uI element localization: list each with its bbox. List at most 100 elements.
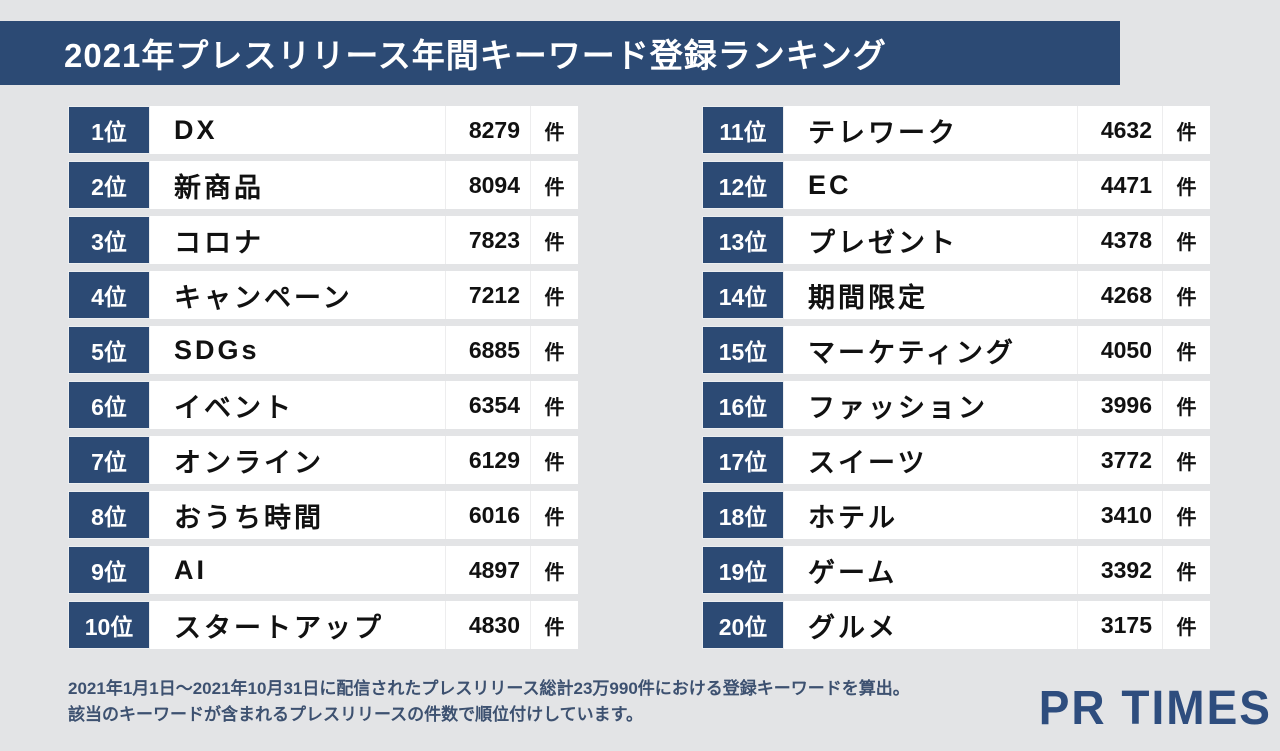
rank-badge: 5位 [68, 326, 152, 374]
count-unit: 件 [1162, 491, 1210, 539]
ranking-row-6: 6位 イベント 6354 件 [68, 381, 578, 429]
ranking-row-15: 15位 マーケティング 4050 件 [702, 326, 1210, 374]
keyword-label: SDGs [174, 334, 260, 365]
count-value: 4830 [445, 601, 530, 649]
rank-badge: 7位 [68, 436, 152, 484]
rank-badge: 11位 [702, 106, 786, 154]
count-value: 6885 [445, 326, 530, 374]
count-value: 6129 [445, 436, 530, 484]
count-value: 3772 [1077, 436, 1162, 484]
keyword-label: グルメ [808, 612, 898, 643]
rank-badge: 8位 [68, 491, 152, 539]
title-banner: 2021年プレスリリース年間キーワード登録ランキング [0, 21, 1120, 85]
ranking-row-19: 19位 ゲーム 3392 件 [702, 546, 1210, 594]
count-unit: 件 [530, 216, 578, 264]
count-value: 4050 [1077, 326, 1162, 374]
count-unit: 件 [1162, 381, 1210, 429]
ranking-row-14: 14位 期間限定 4268 件 [702, 271, 1210, 319]
ranking-row-9: 9位 AI 4897 件 [68, 546, 578, 594]
rank-badge: 14位 [702, 271, 786, 319]
count-value: 3410 [1077, 491, 1162, 539]
ranking-row-11: 11位 テレワーク 4632 件 [702, 106, 1210, 154]
rank-badge: 9位 [68, 546, 152, 594]
ranking-column-left: 1位 DX 8279 件 2位 新商品 8094 件 3位 コロナ 7823 件… [68, 106, 578, 656]
keyword-label: ファッション [808, 392, 988, 423]
count-value: 3996 [1077, 381, 1162, 429]
count-value: 4268 [1077, 271, 1162, 319]
rank-badge: 4位 [68, 271, 152, 319]
rank-badge: 17位 [702, 436, 786, 484]
keyword-label: スイーツ [808, 447, 928, 478]
count-unit: 件 [1162, 161, 1210, 209]
footnote: 2021年1月1日～2021年10月31日に配信されたプレスリリース総計23万9… [68, 676, 910, 728]
count-unit: 件 [530, 106, 578, 154]
count-unit: 件 [1162, 106, 1210, 154]
ranking-row-20: 20位 グルメ 3175 件 [702, 601, 1210, 649]
count-unit: 件 [530, 436, 578, 484]
keyword-label: テレワーク [808, 117, 958, 148]
count-value: 4897 [445, 546, 530, 594]
keyword-label: コロナ [174, 227, 264, 258]
count-value: 4632 [1077, 106, 1162, 154]
keyword-label: オンライン [174, 447, 324, 478]
keyword-label: 新商品 [174, 172, 264, 203]
ranking-row-12: 12位 EC 4471 件 [702, 161, 1210, 209]
count-unit: 件 [1162, 326, 1210, 374]
rank-badge: 1位 [68, 106, 152, 154]
keyword-label: EC [808, 169, 852, 200]
rank-badge: 10位 [68, 601, 152, 649]
keyword-label: DX [174, 114, 218, 145]
ranking-row-10: 10位 スタートアップ 4830 件 [68, 601, 578, 649]
ranking-row-7: 7位 オンライン 6129 件 [68, 436, 578, 484]
rank-badge: 6位 [68, 381, 152, 429]
count-value: 7212 [445, 271, 530, 319]
keyword-label: キャンペーン [174, 282, 353, 313]
footnote-line-1: 2021年1月1日～2021年10月31日に配信されたプレスリリース総計23万9… [68, 679, 910, 698]
count-unit: 件 [1162, 601, 1210, 649]
ranking-row-3: 3位 コロナ 7823 件 [68, 216, 578, 264]
ranking-row-2: 2位 新商品 8094 件 [68, 161, 578, 209]
ranking-row-8: 8位 おうち時間 6016 件 [68, 491, 578, 539]
keyword-label: プレゼント [808, 227, 958, 258]
keyword-label: マーケティング [808, 337, 1016, 368]
keyword-label: AI [174, 554, 207, 585]
rank-badge: 12位 [702, 161, 786, 209]
count-value: 4378 [1077, 216, 1162, 264]
ranking-row-18: 18位 ホテル 3410 件 [702, 491, 1210, 539]
ranking-row-4: 4位 キャンペーン 7212 件 [68, 271, 578, 319]
ranking-row-5: 5位 SDGs 6885 件 [68, 326, 578, 374]
count-value: 8279 [445, 106, 530, 154]
ranking-row-13: 13位 プレゼント 4378 件 [702, 216, 1210, 264]
keyword-label: 期間限定 [808, 282, 928, 313]
pr-times-logo: PR TIMES [1038, 679, 1272, 735]
count-value: 7823 [445, 216, 530, 264]
keyword-label: ゲーム [808, 557, 898, 588]
count-unit: 件 [530, 326, 578, 374]
footnote-line-2: 該当のキーワードが含まれるプレスリリースの件数で順位付けしています。 [68, 705, 643, 724]
count-unit: 件 [1162, 216, 1210, 264]
count-unit: 件 [530, 601, 578, 649]
page-title: 2021年プレスリリース年間キーワード登録ランキング [64, 37, 887, 74]
rank-badge: 15位 [702, 326, 786, 374]
rank-badge: 18位 [702, 491, 786, 539]
rank-badge: 3位 [68, 216, 152, 264]
count-value: 4471 [1077, 161, 1162, 209]
count-value: 3392 [1077, 546, 1162, 594]
ranking-row-16: 16位 ファッション 3996 件 [702, 381, 1210, 429]
count-unit: 件 [1162, 271, 1210, 319]
rank-badge: 13位 [702, 216, 786, 264]
ranking-column-right: 11位 テレワーク 4632 件 12位 EC 4471 件 13位 プレゼント… [702, 106, 1210, 656]
count-unit: 件 [1162, 546, 1210, 594]
count-unit: 件 [1162, 436, 1210, 484]
keyword-label: ホテル [808, 502, 898, 533]
count-value: 3175 [1077, 601, 1162, 649]
count-value: 6354 [445, 381, 530, 429]
rank-badge: 2位 [68, 161, 152, 209]
count-unit: 件 [530, 546, 578, 594]
keyword-label: イベント [174, 392, 294, 423]
rank-badge: 19位 [702, 546, 786, 594]
count-value: 8094 [445, 161, 530, 209]
ranking-row-17: 17位 スイーツ 3772 件 [702, 436, 1210, 484]
count-unit: 件 [530, 491, 578, 539]
rank-badge: 20位 [702, 601, 786, 649]
